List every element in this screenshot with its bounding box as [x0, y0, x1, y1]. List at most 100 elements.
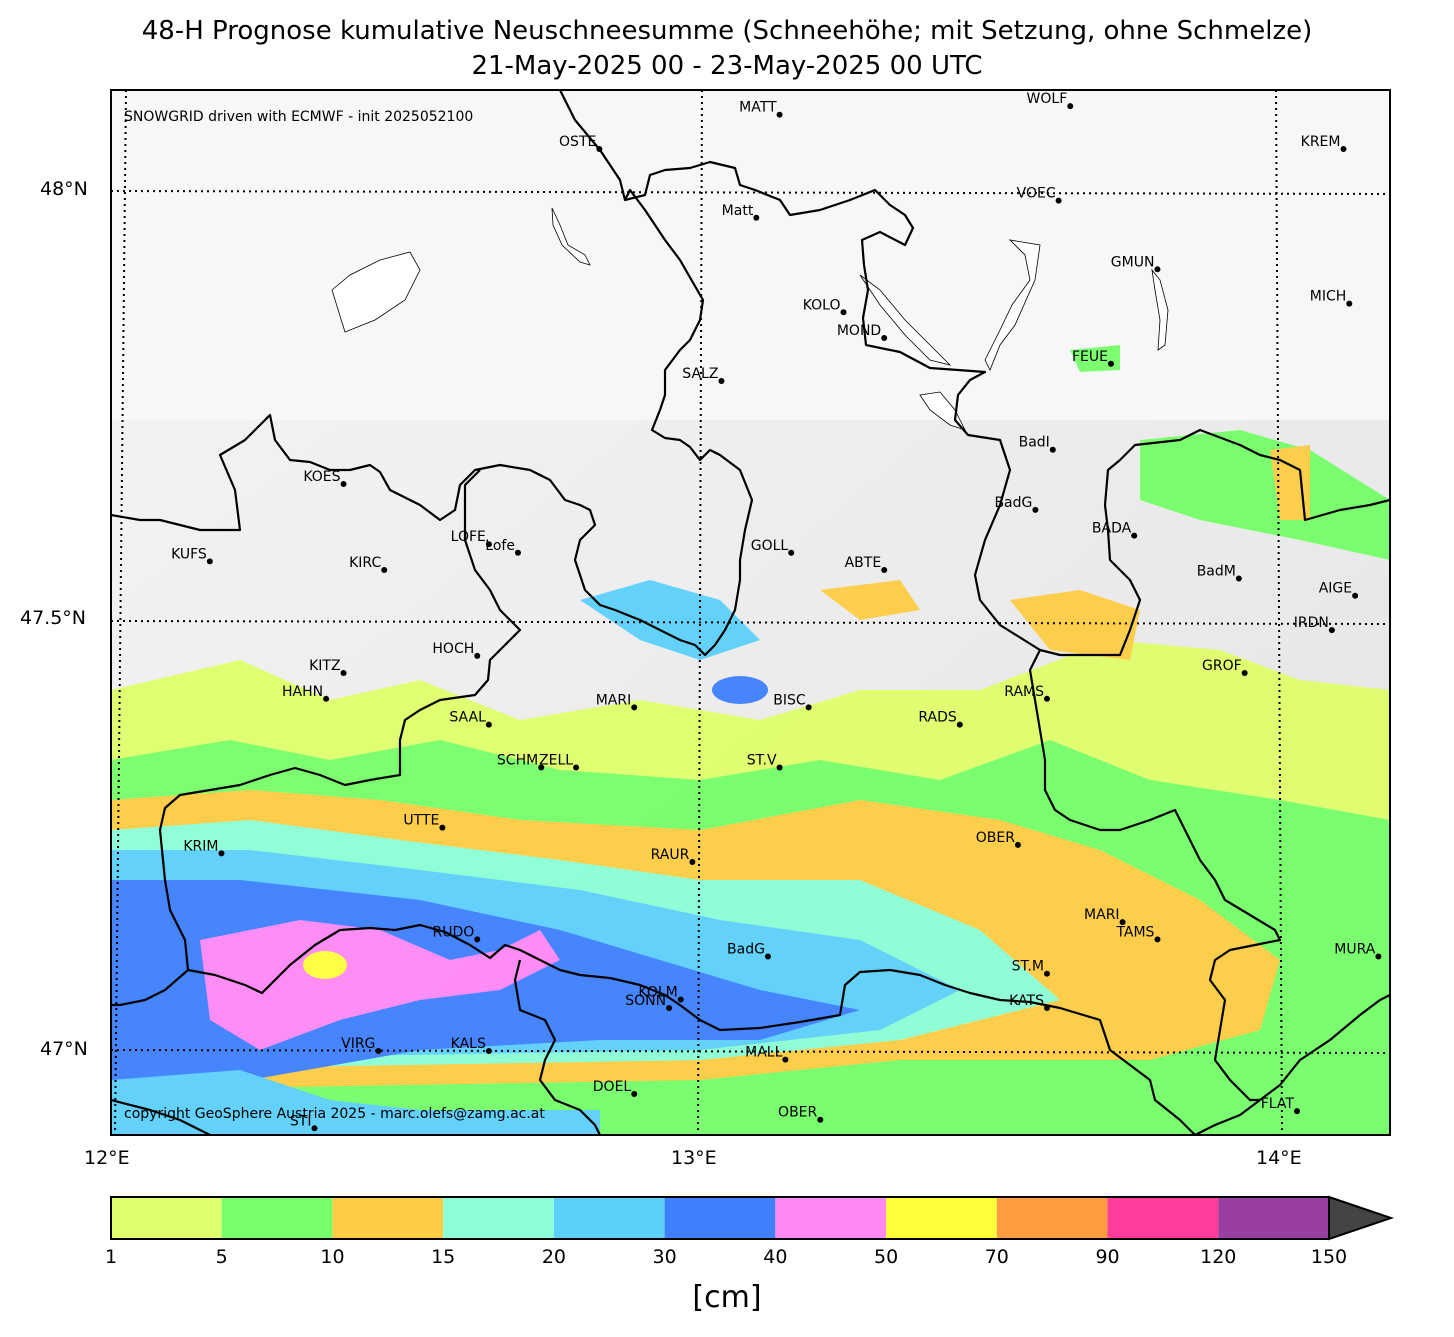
station-dot	[1340, 146, 1347, 153]
lakes	[331, 207, 1169, 431]
station-dot	[666, 1005, 673, 1012]
station-dot	[776, 764, 783, 771]
station-virg: VIRG	[341, 1036, 382, 1054]
colorbar-tick: 70	[984, 1246, 1009, 1268]
map-frame	[110, 89, 1391, 1136]
station-label: GMUN	[1111, 254, 1155, 270]
station-label: HOCH	[432, 641, 474, 657]
station-dot	[218, 850, 225, 857]
colorbar	[110, 1195, 1395, 1241]
model-info-note: SNOWGRID driven with ECMWF - init 202505…	[124, 109, 473, 125]
station-label: ZELL	[539, 753, 573, 769]
station-koes: KOES	[303, 469, 347, 488]
map-title: 48-H Prognose kumulative Neuschneesumme …	[141, 16, 1313, 46]
station-utte: UTTE	[403, 813, 446, 831]
country-borders	[111, 90, 1390, 1135]
station-dot	[1154, 266, 1161, 273]
lowland-background	[111, 90, 1390, 420]
station-dot	[1049, 446, 1056, 453]
station-schm: SCHM	[497, 753, 545, 771]
colorbar-segment	[111, 1197, 222, 1239]
colorbar-segment	[775, 1197, 887, 1239]
colorbar-tick: 50	[873, 1246, 899, 1268]
snow-field-layer	[111, 345, 1390, 1135]
lon-label-12: 12°E	[84, 1147, 130, 1169]
station-label: KREM	[1301, 134, 1341, 150]
station-label: KRIM	[183, 838, 218, 854]
station-zell: ZELL	[539, 753, 580, 771]
station-dot	[631, 704, 638, 711]
station-label: FEUE	[1072, 349, 1108, 365]
station-kals: KALS	[451, 1036, 492, 1054]
station-label: SALZ	[682, 366, 718, 382]
station-label: KOLM	[638, 984, 677, 1000]
station-dot	[689, 859, 696, 866]
map-canvas: MATT WOLF KREM OSTE VOEC Matt GMUN MICH KOLO MOND…	[111, 90, 1390, 1135]
station-krim: KRIM	[183, 838, 225, 857]
colorbar-segment	[332, 1197, 444, 1239]
station-label: BISC	[773, 692, 806, 708]
station-badg: BadG	[727, 942, 771, 960]
station-mich: MICH	[1310, 289, 1353, 307]
station-kats: KATS	[1009, 993, 1050, 1012]
colorbar-tick: 120	[1200, 1246, 1237, 1268]
station-bada: BADA	[1092, 521, 1138, 539]
station-dot	[311, 1125, 318, 1132]
colorbar-segment	[664, 1197, 776, 1239]
station-markers: MATT WOLF KREM OSTE VOEC Matt GMUN MICH KOLO MOND…	[171, 91, 1382, 1132]
colorbar-extend-arrow	[1328, 1195, 1395, 1241]
station-dot	[474, 936, 481, 943]
station-mura: MURA	[1334, 942, 1382, 960]
station-dot	[776, 111, 783, 118]
station-label: KALS	[451, 1036, 486, 1052]
station-rads: RADS	[918, 710, 963, 728]
station-label: AIGE	[1319, 581, 1352, 597]
station-raur: RAUR	[651, 847, 696, 866]
copyright-note: copyright GeoSphere Austria 2025 - marc.…	[124, 1106, 545, 1122]
station-feue: FEUE	[1072, 349, 1114, 367]
station-dot	[1328, 627, 1335, 634]
station-rams: RAMS	[1004, 684, 1050, 702]
station-label: Matt	[722, 203, 754, 219]
station-dot	[340, 481, 347, 488]
station-label: KATS	[1009, 993, 1044, 1009]
station-dot	[956, 721, 963, 728]
station-mond: MOND	[837, 323, 888, 342]
station-dot	[840, 309, 847, 316]
station-dot	[1014, 841, 1021, 848]
station-dot	[485, 721, 492, 728]
station-label: RADS	[918, 710, 957, 726]
station-dot	[1055, 197, 1062, 204]
map-subtitle-period: 21-May-2025 00 - 23-May-2025 00 UTC	[471, 51, 983, 81]
station-salz: SALZ	[682, 366, 725, 384]
station-label: SONN	[625, 993, 666, 1009]
station-dot	[1107, 360, 1114, 367]
station-label: MALL	[745, 1045, 782, 1061]
station-dot	[1032, 506, 1039, 513]
colorbar-tick: 150	[1310, 1246, 1348, 1268]
station-dot	[1352, 592, 1359, 599]
station-label: MURA	[1334, 942, 1375, 958]
station-dot	[1293, 1108, 1300, 1115]
station-dot	[782, 1056, 789, 1063]
colorbar-frame	[110, 1196, 1330, 1240]
station-label: KITZ	[309, 658, 340, 674]
station-kolo: KOLO	[803, 297, 847, 316]
colorbar-tick: 20	[541, 1246, 566, 1268]
station-grof: GROF	[1202, 658, 1248, 677]
colorbar-segment	[1107, 1197, 1219, 1239]
station-voec: VOEC	[1017, 186, 1062, 204]
station-dot	[340, 670, 347, 677]
station-label: FLAT	[1261, 1096, 1295, 1112]
station-dot	[514, 549, 521, 556]
colorbar-tick: 5	[215, 1246, 228, 1268]
station-flat: FLAT	[1261, 1096, 1300, 1115]
station-dot	[881, 335, 888, 342]
station-kolm: KOLM	[638, 984, 684, 1003]
station-dot	[1346, 300, 1353, 307]
station-dot	[596, 146, 603, 153]
lat-label-47-5: 47.5°N	[20, 607, 87, 629]
station-hahn: HAHN	[282, 684, 330, 702]
colorbar-segment	[996, 1197, 1108, 1239]
station-label: BadI	[1019, 435, 1050, 451]
